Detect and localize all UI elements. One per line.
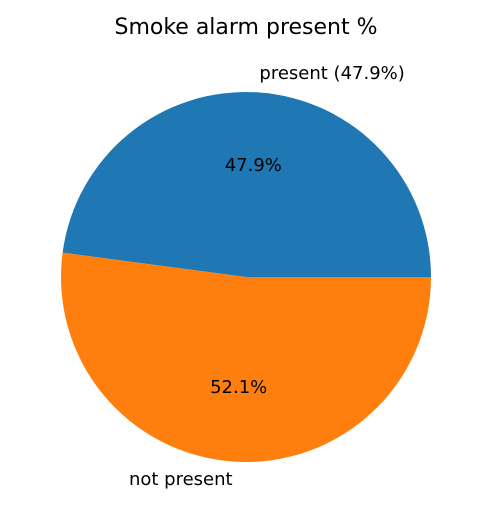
pie-slice-label-1: present (47.9%)	[259, 63, 404, 84]
pie-slice-label-2: not present	[129, 469, 233, 490]
pie-percent-labels: 47.9% 52.1%	[210, 155, 282, 398]
pie-slices	[61, 91, 431, 462]
pie-slice-2	[61, 252, 431, 462]
pie-percent-label-2: 52.1%	[210, 377, 267, 398]
pie-slice-1	[62, 91, 431, 277]
pie-outer-labels: present (47.9%) not present	[129, 63, 405, 490]
chart-title: Smoke alarm present %	[114, 15, 377, 40]
pie-percent-label-1: 47.9%	[225, 155, 282, 176]
